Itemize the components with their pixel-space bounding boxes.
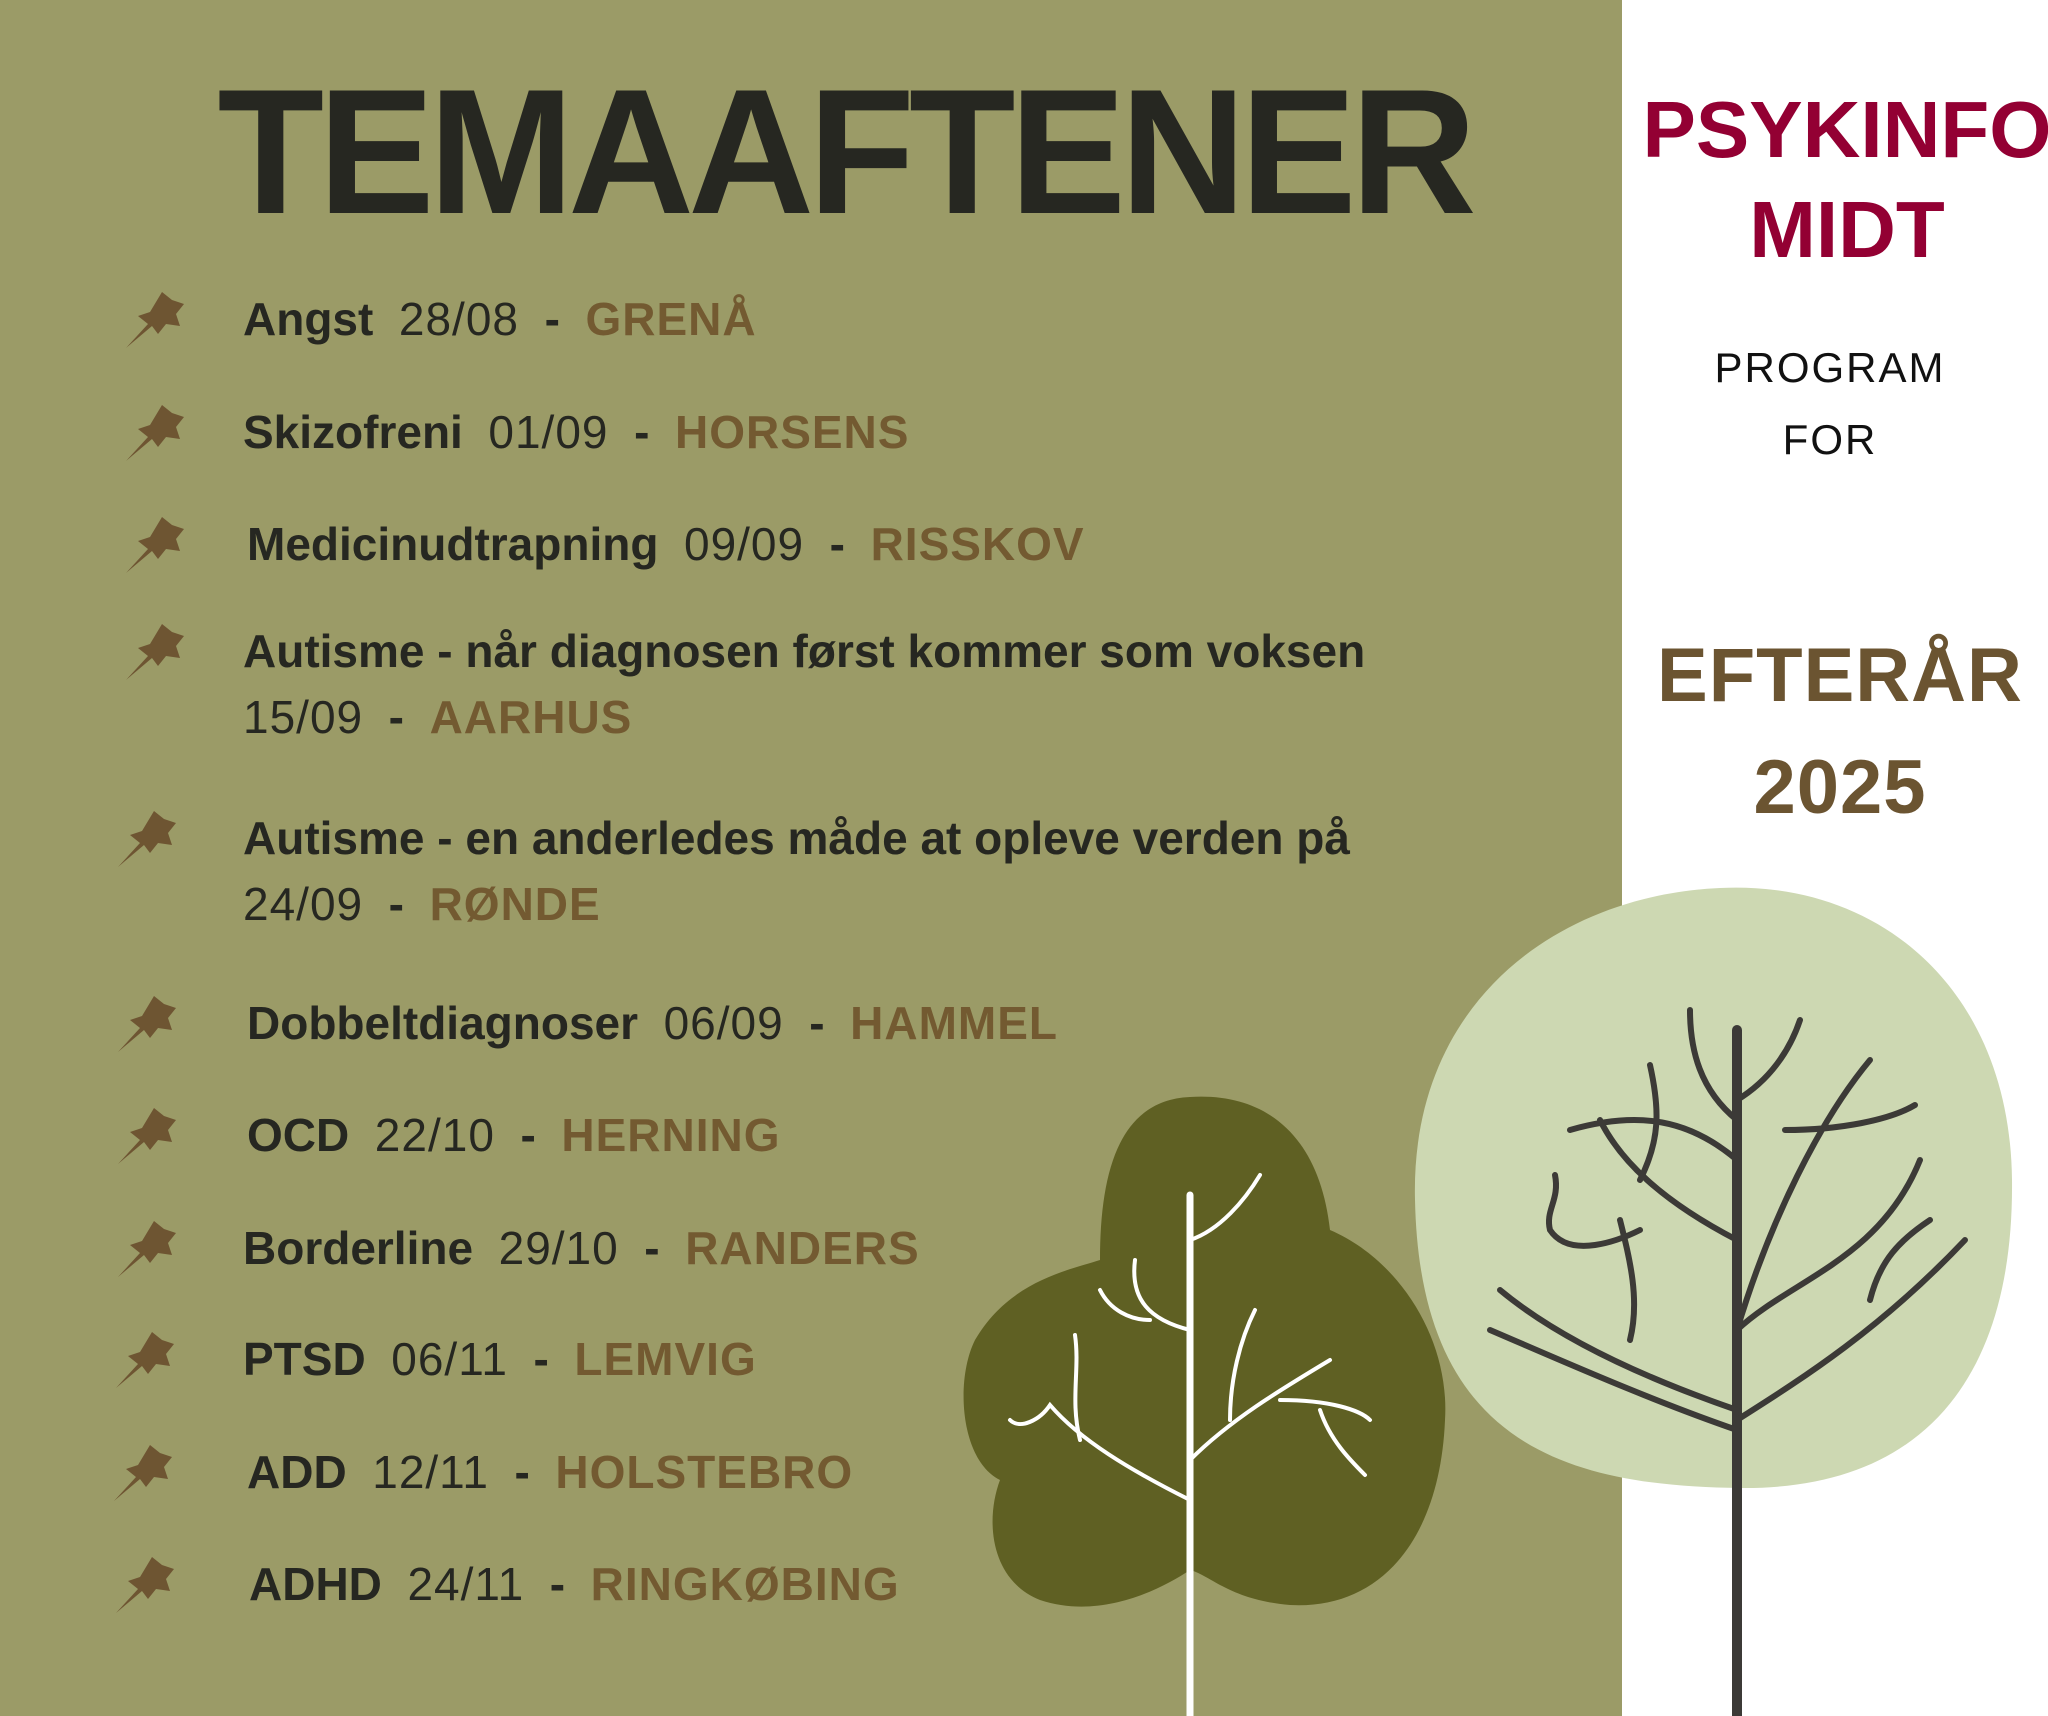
event-date: 06/11 [391,1333,508,1385]
season-line-1: EFTERÅR [1657,633,2023,718]
event-date: 29/10 [498,1222,619,1274]
pushpin-icon [114,1445,172,1501]
program-line-1: PROGRAM [1714,344,1946,391]
page-title: TEMAAFTENER [217,52,1477,251]
pushpin-icon [126,624,184,680]
pushpin-icon [126,517,184,573]
event-place: RISSKOV [870,518,1085,570]
event-date: 09/09 [683,518,805,570]
event-date: 06/09 [663,997,784,1049]
event-place: LEMVIG [574,1333,757,1385]
dark-tree-branches [1487,1007,1968,1716]
dark-tree-crown [963,1096,1446,1607]
event-topic: PTSD [243,1333,366,1385]
event-date: 01/09 [488,406,609,458]
event-topic: Borderline [243,1222,474,1274]
event-date: 22/10 [374,1109,495,1161]
event-topic: Autisme - en anderledes måde at opleve v… [243,812,1350,864]
event-topic: OCD [247,1109,350,1161]
event-topic: Skizofreni [243,406,463,458]
program-line-2: FOR [1782,416,1878,463]
pushpin-icon [118,1108,176,1164]
program-label: PROGRAM FOR [1617,332,2043,476]
event-place: RANDERS [685,1222,920,1274]
event-date: 12/11 [372,1446,489,1498]
event-date: 28/08 [398,293,520,345]
event-date: 24/09 [243,878,364,930]
event-place: HAMMEL [850,997,1059,1049]
event-date: 15/09 [243,691,364,743]
white-tree-branches [1008,1173,1372,1716]
pushpin-icon [116,1332,174,1388]
event-place: HERNING [561,1109,781,1161]
pushpin-icon [116,1557,174,1613]
event-topic: ADHD [249,1558,382,1610]
brand-line-1: PSYKINFO [1642,85,2048,174]
light-tree-crown [1414,887,2013,1489]
event-topic: Medicinudtrapning [247,518,659,570]
event-topic: Dobbeltdiagnoser [247,997,639,1049]
event-place: RINGKØBING [590,1558,900,1610]
season-line-2: 2025 [1753,745,1927,830]
event-topic: Angst [243,293,374,345]
event-place: HORSENS [674,406,910,458]
event-topic: ADD [247,1446,347,1498]
pushpin-icon [118,1221,176,1277]
brand-line-2: MIDT [1749,185,1945,274]
pushpin-icon [126,292,184,348]
event-topic: Autisme - når diagnosen først kommer som… [243,625,1366,677]
pushpin-icon [118,811,176,867]
pushpin-icon [126,405,184,461]
event-place: AARHUS [429,691,633,743]
event-place: HOLSTEBRO [555,1446,854,1498]
brand-name: PSYKINFO MIDT [1634,80,2048,280]
pushpin-icon [118,996,176,1052]
event-place: RØNDE [429,878,601,930]
event-date: 24/11 [407,1558,525,1610]
season-label: EFTERÅR 2025 [1627,620,2048,844]
event-place: GRENÅ [585,293,757,345]
